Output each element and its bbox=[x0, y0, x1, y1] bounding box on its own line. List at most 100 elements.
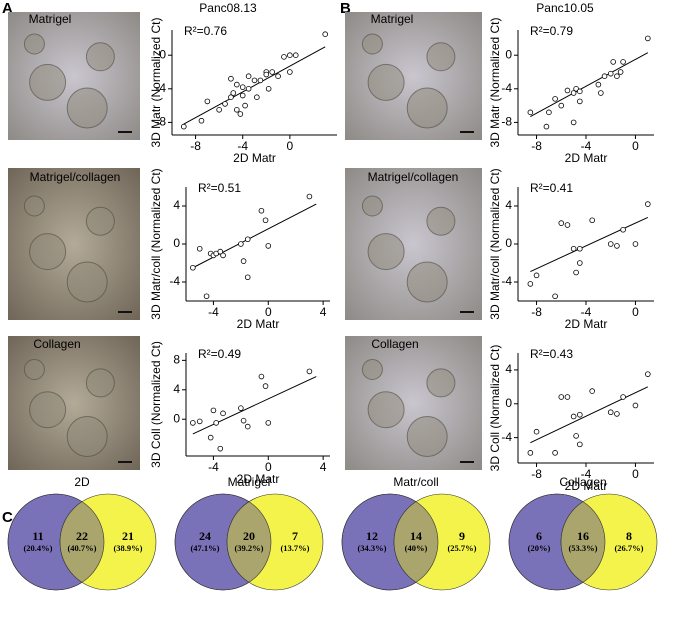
venn-title: 2D bbox=[74, 475, 90, 489]
fit-line bbox=[530, 216, 649, 273]
cell-cluster bbox=[29, 391, 67, 429]
fit-line bbox=[192, 376, 317, 435]
cell-cluster bbox=[66, 87, 108, 129]
data-point bbox=[244, 274, 251, 281]
x-axis-label: 2D Matr bbox=[237, 472, 280, 486]
x-tick-label: -4 bbox=[581, 305, 592, 319]
x-tick-label: 4 bbox=[320, 305, 327, 319]
venn-count: 7 bbox=[292, 529, 298, 543]
data-point bbox=[570, 245, 577, 252]
data-point bbox=[552, 450, 558, 456]
data-point bbox=[265, 243, 272, 249]
venn-count: 6 bbox=[536, 529, 542, 543]
data-point bbox=[614, 73, 620, 79]
venn-title: Matrigel bbox=[228, 475, 271, 489]
data-point bbox=[570, 119, 577, 126]
venn-overlap bbox=[59, 494, 104, 590]
y-axis-label: 3D Matr (Normalized Ct) bbox=[149, 17, 163, 147]
data-point bbox=[598, 90, 604, 96]
y-axis-label: 3D Matr (Normalized Ct) bbox=[488, 17, 502, 147]
y-axis-label: 3D Matr/coll (Normalized Ct) bbox=[149, 168, 163, 319]
data-point bbox=[589, 217, 595, 224]
x-tick-label: 0 bbox=[632, 139, 639, 153]
y-tick-label: 0 bbox=[159, 47, 166, 61]
y-tick-label: -4 bbox=[155, 81, 166, 95]
data-point bbox=[620, 226, 626, 233]
data-point bbox=[262, 217, 269, 224]
cell-cluster bbox=[29, 233, 67, 271]
data-point bbox=[230, 90, 237, 96]
venn-count: 8 bbox=[626, 529, 632, 543]
data-point bbox=[220, 252, 226, 259]
venn-percent: (20.4%) bbox=[23, 543, 52, 553]
cell-cluster bbox=[367, 63, 405, 101]
y-tick-label: -8 bbox=[501, 115, 512, 129]
y-tick-label: -4 bbox=[169, 274, 180, 288]
data-point bbox=[257, 77, 264, 84]
data-point bbox=[577, 411, 583, 418]
r-squared: R²=0.41 bbox=[530, 181, 573, 195]
data-point bbox=[222, 101, 228, 107]
data-point bbox=[564, 87, 571, 94]
data-point bbox=[203, 293, 210, 300]
data-point bbox=[620, 394, 626, 400]
fit-line bbox=[530, 52, 649, 117]
r-squared: R²=0.79 bbox=[530, 24, 573, 38]
data-point bbox=[217, 248, 224, 255]
data-point bbox=[244, 236, 251, 243]
venn-title: Collagen bbox=[559, 475, 606, 489]
data-point bbox=[196, 418, 203, 425]
y-tick-label: 4 bbox=[505, 198, 512, 212]
y-tick-label: -4 bbox=[501, 274, 512, 288]
cell-cluster bbox=[361, 33, 383, 55]
x-axis-label: 2D Matr bbox=[233, 151, 276, 165]
venn-count: 16 bbox=[577, 529, 589, 543]
x-tick-label: -8 bbox=[531, 139, 542, 153]
data-point bbox=[238, 405, 244, 411]
data-point bbox=[251, 77, 258, 84]
cell-cluster bbox=[23, 33, 45, 55]
data-point bbox=[552, 293, 558, 300]
data-point bbox=[244, 423, 251, 430]
r-squared: R²=0.49 bbox=[198, 347, 241, 361]
venn-percent: (25.7%) bbox=[447, 543, 476, 553]
data-point bbox=[620, 59, 626, 65]
venn-percent: (47.1%) bbox=[190, 543, 219, 553]
data-point bbox=[573, 269, 579, 276]
venn-count: 21 bbox=[122, 529, 134, 543]
data-point bbox=[577, 88, 583, 95]
cell-cluster bbox=[85, 368, 115, 398]
image-label: Matrigel/collagen bbox=[30, 170, 121, 184]
data-point bbox=[210, 407, 217, 414]
y-tick-label: 4 bbox=[173, 198, 180, 212]
data-point bbox=[228, 94, 234, 100]
data-point bbox=[234, 107, 240, 113]
data-point bbox=[245, 73, 252, 79]
venn-percent: (13.7%) bbox=[280, 543, 309, 553]
data-point bbox=[570, 90, 577, 96]
data-point bbox=[238, 241, 244, 247]
cell-cluster bbox=[361, 195, 383, 217]
data-point bbox=[258, 207, 265, 214]
data-point bbox=[589, 388, 595, 394]
y-axis-label: 3D Coll (Normalized Ct) bbox=[149, 341, 163, 468]
y-tick-label: 4 bbox=[505, 362, 512, 376]
data-point bbox=[258, 373, 265, 380]
venn-percent: (38.9%) bbox=[113, 543, 142, 553]
data-point bbox=[322, 31, 329, 38]
data-point bbox=[306, 368, 313, 375]
image-label: Matrigel bbox=[29, 12, 72, 26]
data-point bbox=[645, 201, 651, 207]
y-tick-label: 0 bbox=[173, 411, 180, 425]
cell-cluster bbox=[367, 233, 405, 271]
image-label: Matrigel/collagen bbox=[368, 170, 459, 184]
data-point bbox=[632, 241, 639, 247]
y-tick-label: 0 bbox=[505, 47, 512, 61]
data-point bbox=[287, 52, 293, 58]
data-point bbox=[564, 222, 571, 228]
data-point bbox=[292, 52, 299, 58]
venn-percent: (34.3%) bbox=[357, 543, 386, 553]
data-point bbox=[228, 75, 234, 82]
venn-count: 11 bbox=[32, 529, 43, 543]
venn-overlap bbox=[226, 494, 271, 590]
